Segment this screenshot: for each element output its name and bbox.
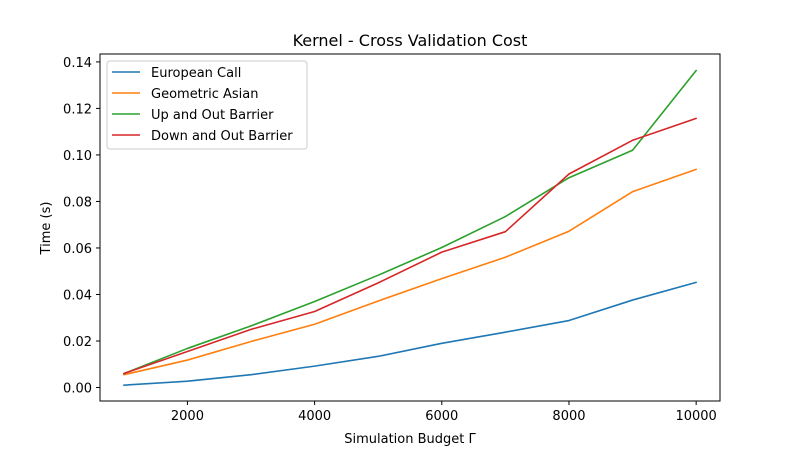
series-line-1 <box>123 168 697 376</box>
y-tick-label: 0.06 <box>63 242 92 257</box>
y-tick-label: 0.14 <box>63 56 92 71</box>
series-layer <box>123 69 697 386</box>
y-axis-ticks: 0.00 0.02 0.04 0.06 0.08 0.10 0.12 0.14 <box>63 56 100 397</box>
x-tick-label: 2000 <box>171 409 204 424</box>
legend-label: Geometric Asian <box>151 87 259 102</box>
y-tick-label: 0.10 <box>63 149 92 164</box>
x-tick-label: 8000 <box>552 409 585 424</box>
x-tick-label: 6000 <box>425 409 458 424</box>
legend: European Call Geometric Asian Up and Out B… <box>106 60 308 150</box>
x-tick-label: 4000 <box>298 409 331 424</box>
y-tick-label: 0.02 <box>63 335 92 350</box>
series-line-3 <box>123 117 697 375</box>
legend-label: Down and Out Barrier <box>151 129 293 144</box>
series-line-0 <box>123 281 697 386</box>
x-axis-label: Simulation Budget Γ <box>344 432 476 447</box>
y-tick-label: 0.00 <box>63 382 92 397</box>
y-tick-label: 0.04 <box>63 288 92 303</box>
y-axis-label: Time (s) <box>39 202 54 256</box>
x-tick-label: 10000 <box>675 409 716 424</box>
axes-frame <box>99 53 721 402</box>
y-tick-label: 0.12 <box>63 102 92 117</box>
chart-title: Kernel - Cross Validation Cost <box>293 31 528 50</box>
legend-label: Up and Out Barrier <box>151 108 274 123</box>
y-tick-label: 0.08 <box>63 195 92 210</box>
legend-box <box>106 60 308 150</box>
x-axis-ticks: 2000 4000 6000 8000 10000 <box>171 401 717 424</box>
legend-label: European Call <box>151 66 241 81</box>
series-line-2 <box>123 69 697 375</box>
